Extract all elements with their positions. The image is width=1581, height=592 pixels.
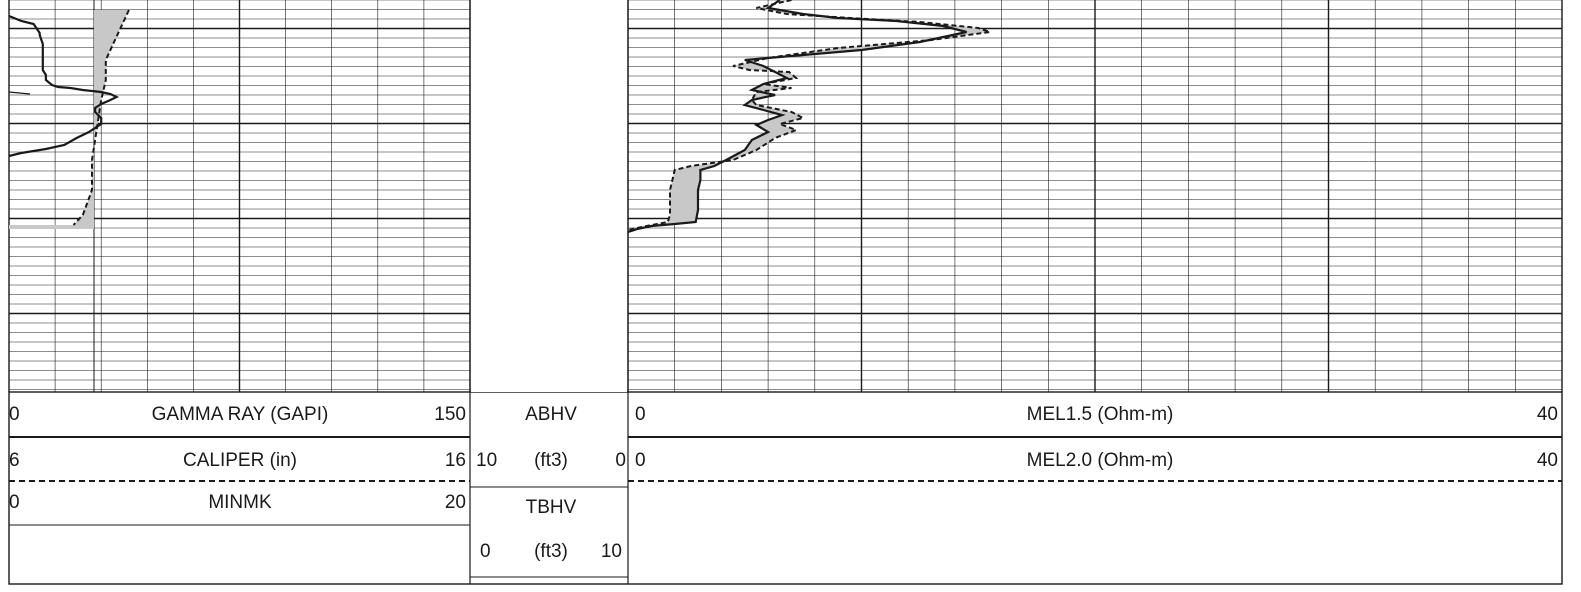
gamma-ray-curve [8,14,120,158]
abhv-unit: (ft3) [534,450,568,471]
caliper-min-label: 6 [9,450,20,471]
mel15-max-label: 40 [1536,404,1558,425]
minmk-max-label: 20 [444,492,466,513]
caliper-shading [9,10,129,229]
mel20-max-label: 40 [1536,450,1558,471]
minmk-min-label: 0 [9,492,20,513]
abhv-title: ABHV [525,404,577,425]
log-curves [8,0,991,234]
caliper-title: CALIPER (in) [182,450,298,471]
gamma-ray-max-label: 150 [434,404,466,425]
mel20-min-label: 0 [635,450,646,471]
tbhv-max-label: 10 [600,541,622,562]
header-frame [8,391,1563,585]
minmk-title: MINMK [208,492,272,513]
grid [8,0,1563,392]
caliper-curve [72,9,130,226]
mel15-min-label: 0 [635,404,646,425]
mel15-curve [627,0,967,234]
tbhv-title: TBHV [525,497,577,518]
mel20-curve [627,0,991,231]
mel20-title: MEL2.0 (Ohm-m) [1026,450,1174,471]
tbhv-unit: (ft3) [534,541,568,562]
mel15-title: MEL1.5 (Ohm-m) [1026,404,1174,425]
caliper-max-label: 16 [444,450,466,471]
depth-track-header-bg [471,393,627,583]
gamma-ray-title: GAMMA RAY (GAPI) [151,404,329,425]
mel-separation-shading [628,0,990,232]
tbhv-min-label: 0 [480,541,491,562]
depth-track-bg [471,0,627,392]
abhv-max-label: 0 [615,450,626,471]
minmk-trace [8,91,31,95]
gamma-ray-min-label: 0 [9,404,20,425]
curve-header [8,0,1563,585]
abhv-min-label: 10 [476,450,498,471]
